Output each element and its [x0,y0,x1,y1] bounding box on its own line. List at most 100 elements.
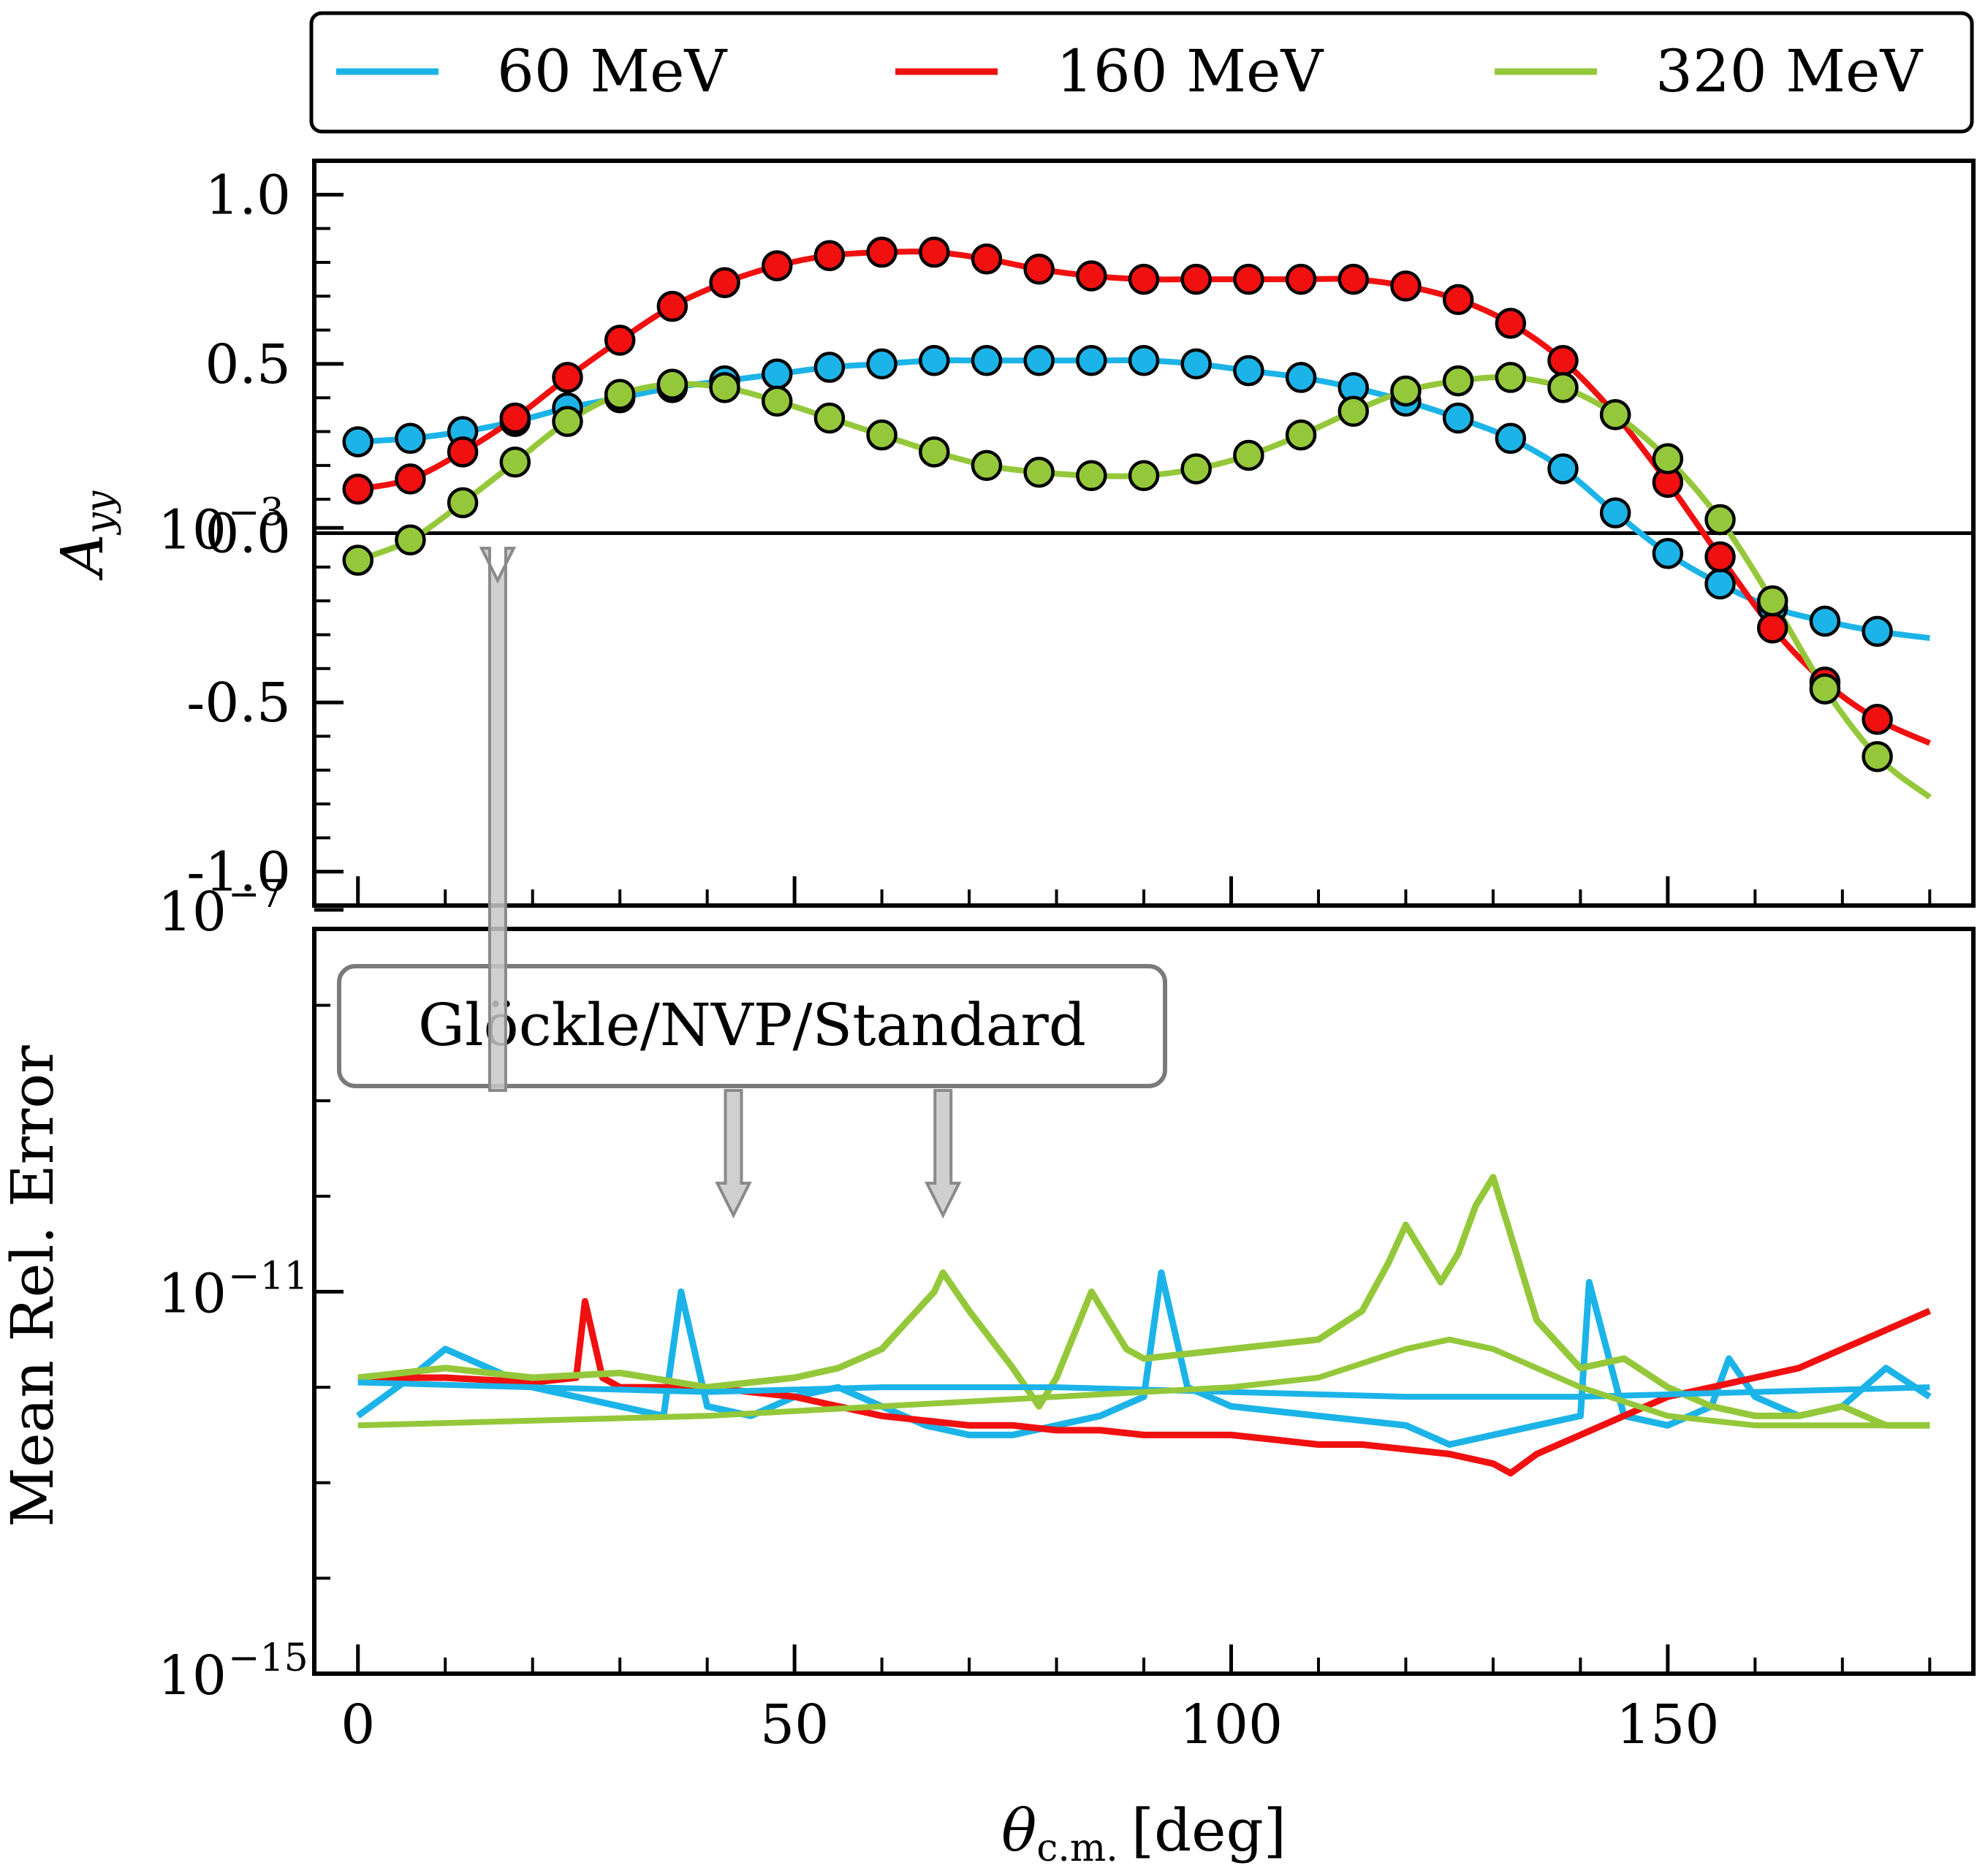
top-marker-1-12 [971,243,1003,275]
top-panel-frame [312,159,1976,908]
bottom-ytick-base-2: 10 [158,1262,227,1325]
top-marker-1-1 [395,463,426,495]
bottom-ytick-label-3: 10 [158,1644,227,1707]
top-marker-2-9 [813,402,846,434]
annotation-arrow-2 [924,1089,962,1219]
annotation-arrow-1 [715,1089,752,1219]
top-y-axis-title: Ayy [48,490,122,581]
top-marker-1-29 [1862,704,1893,735]
xtick-label-2: 100 [1180,1693,1283,1756]
top-marker-0-13 [1023,345,1055,376]
top-marker-1-17 [1233,263,1264,295]
bottom-panel-frame [312,927,1976,1676]
top-marker-2-13 [1023,456,1055,488]
top-marker-1-13 [1023,253,1055,285]
bottom-ytick-base-3: 10 [158,1644,227,1707]
top-marker-2-15 [1128,460,1160,492]
annotation-arrow-0 [479,547,517,1092]
top-marker-2-28 [1809,673,1841,705]
top-y-axis-title-main: A [48,534,116,581]
top-marker-2-4 [552,406,583,437]
top-marker-2-8 [761,385,793,417]
top-marker-0-29 [1862,615,1893,648]
top-marker-1-10 [866,236,898,268]
annotation-box [337,964,1167,1088]
top-marker-1-9 [813,240,846,271]
top-marker-2-10 [866,419,898,451]
top-marker-2-7 [709,372,740,403]
bottom-series-line-1 [358,604,1930,705]
top-marker-0-28 [1809,605,1841,637]
top-marker-1-14 [1076,260,1107,292]
top-marker-2-11 [919,436,950,468]
top-series-line-1 [357,248,1931,746]
top-marker-1-21 [1442,284,1474,316]
top-marker-2-14 [1076,460,1107,492]
top-marker-2-16 [1180,453,1212,485]
top-marker-1-4 [552,362,583,393]
top-marker-1-3 [499,402,531,434]
bottom-ytick-label-2: 10 [158,1262,227,1325]
top-marker-2-5 [604,379,636,410]
bottom-ytick-exp-3: −15 [228,1636,308,1680]
top-marker-2-12 [971,449,1003,482]
top-ytick-label-2: 0.0 [205,503,291,566]
top-ytick-label-0: 1.0 [205,164,291,227]
bottom-series-line-7 [357,1336,1930,1429]
top-marker-2-6 [656,368,688,400]
top-marker-0-11 [919,345,950,376]
x-axis-title-unit: [deg] [1131,1796,1286,1864]
top-marker-1-18 [1285,263,1317,295]
top-marker-0-12 [971,345,1003,376]
top-marker-1-5 [604,325,636,356]
top-marker-1-15 [1128,263,1160,295]
top-marker-0-25 [1652,538,1684,569]
top-ytick-label-3: -0.5 [186,672,291,735]
bottom-ytick-label-0: 10 [158,498,227,561]
top-marker-2-23 [1547,372,1579,403]
legend-label-2: 320 MeV [1655,37,1923,105]
top-marker-0-15 [1128,345,1160,376]
top-series-line-2 [357,374,1932,800]
top-marker-2-27 [1756,585,1788,617]
top-marker-2-0 [342,544,373,576]
top-marker-2-17 [1233,439,1264,471]
top-marker-1-19 [1338,263,1369,295]
top-marker-1-16 [1180,263,1212,295]
bottom-ytick-base-1: 10 [158,881,227,944]
top-marker-0-22 [1495,422,1527,455]
top-y-axis-title-sub: yy [78,490,122,535]
top-marker-2-3 [499,446,531,478]
top-marker-0-16 [1180,348,1212,380]
top-marker-1-7 [709,267,740,298]
bottom-ytick-exp-1: −7 [228,873,284,916]
top-marker-2-21 [1442,365,1474,397]
annotation-text: Glöckle/NVP/Standard [418,991,1086,1059]
top-marker-2-24 [1599,399,1631,430]
xtick-label-3: 150 [1616,1693,1719,1756]
bottom-series-line-2 [358,471,1930,710]
x-axis-title-sub: c.m. [1036,1826,1118,1870]
x-axis-title: θc.m. [deg] [1001,1796,1286,1870]
legend-label-0: 60 MeV [497,37,727,105]
bottom-y-axis-title: Mean Rel. Error [0,1045,67,1527]
top-marker-0-10 [866,348,898,380]
top-marker-2-22 [1495,362,1527,393]
xtick-label-1: 50 [760,1693,829,1756]
top-marker-2-1 [395,524,426,556]
top-marker-0-8 [761,358,793,390]
top-marker-0-23 [1547,453,1579,485]
bottom-ytick-base-0: 10 [158,498,227,561]
top-marker-1-20 [1390,270,1422,302]
top-marker-1-0 [342,474,373,505]
annotation-arrow-shape-1 [715,1089,752,1219]
legend-frame [309,11,1974,134]
legend-label-1: 160 MeV [1056,37,1324,105]
top-marker-2-19 [1338,395,1369,428]
top-series-line-0 [357,357,1930,642]
top-marker-2-18 [1285,419,1317,451]
legend: 60 MeV 160 MeV 320 MeV [309,11,1974,134]
top-ytick-label-1: 0.5 [205,333,291,396]
bottom-ytick-exp-0: −3 [228,490,284,534]
